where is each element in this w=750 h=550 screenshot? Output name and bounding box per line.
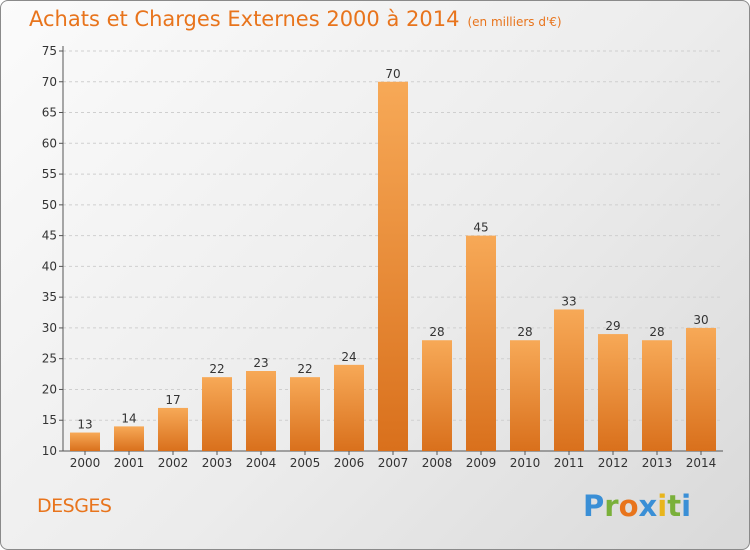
bar — [554, 309, 584, 451]
y-tick-label: 65 — [42, 106, 57, 120]
data-label: 70 — [385, 67, 400, 81]
bar — [70, 432, 100, 451]
bar — [510, 340, 540, 451]
x-tick-label: 2013 — [642, 456, 673, 470]
y-tick-label: 25 — [42, 352, 57, 366]
data-label: 13 — [77, 418, 92, 432]
x-tick-label: 2004 — [246, 456, 277, 470]
chart-title: Achats et Charges Externes 2000 à 2014 (e… — [29, 7, 562, 31]
y-tick-label: 30 — [42, 321, 57, 335]
y-tick-label: 35 — [42, 290, 57, 304]
bar — [598, 334, 628, 451]
data-label: 14 — [121, 411, 136, 425]
bar — [114, 426, 144, 451]
data-label: 28 — [649, 325, 664, 339]
data-label: 33 — [561, 294, 576, 308]
bar — [422, 340, 452, 451]
y-tick-label: 75 — [42, 44, 57, 58]
data-label: 22 — [297, 362, 312, 376]
bar — [202, 377, 232, 451]
bar — [334, 364, 364, 451]
y-tick-label: 15 — [42, 413, 57, 427]
x-tick-label: 2006 — [334, 456, 365, 470]
y-tick-label: 50 — [42, 198, 57, 212]
logo-letter: P — [583, 489, 605, 523]
data-label: 45 — [473, 221, 488, 235]
data-label: 22 — [209, 362, 224, 376]
data-label: 28 — [517, 325, 532, 339]
y-tick-label: 10 — [42, 444, 57, 458]
logo-letter: t — [667, 489, 682, 523]
data-label: 24 — [341, 350, 356, 364]
y-tick-label: 45 — [42, 229, 57, 243]
chart-title-text: Achats et Charges Externes 2000 à 2014 — [29, 7, 460, 31]
data-label: 23 — [253, 356, 268, 370]
bar — [290, 377, 320, 451]
x-tick-label: 2000 — [70, 456, 101, 470]
x-tick-label: 2002 — [158, 456, 189, 470]
x-tick-label: 2014 — [686, 456, 717, 470]
logo-letter: i — [681, 489, 692, 523]
data-label: 17 — [165, 393, 180, 407]
logo-letter: x — [638, 489, 658, 523]
place-name: DESGES — [37, 495, 112, 517]
y-tick-label: 55 — [42, 167, 57, 181]
bar — [246, 371, 276, 451]
bar — [642, 340, 672, 451]
logo-letter: o — [618, 489, 639, 523]
y-tick-label: 40 — [42, 259, 57, 273]
y-tick-label: 20 — [42, 382, 57, 396]
logo-letter: r — [604, 489, 619, 523]
proxiti-logo: Proxiti — [583, 489, 691, 523]
data-label: 29 — [605, 319, 620, 333]
logo-letter: i — [657, 489, 668, 523]
data-label: 30 — [693, 313, 708, 327]
bar — [158, 407, 188, 451]
y-tick-label: 60 — [42, 136, 57, 150]
y-tick-label: 70 — [42, 75, 57, 89]
x-tick-label: 2012 — [598, 456, 629, 470]
x-tick-label: 2011 — [554, 456, 585, 470]
x-tick-label: 2010 — [510, 456, 541, 470]
bar — [378, 81, 408, 452]
x-tick-label: 2007 — [378, 456, 409, 470]
x-tick-label: 2001 — [114, 456, 145, 470]
x-tick-label: 2009 — [466, 456, 497, 470]
data-label: 28 — [429, 325, 444, 339]
x-tick-label: 2005 — [290, 456, 321, 470]
chart-subtitle: (en milliers d'€) — [467, 15, 562, 29]
bar — [686, 327, 716, 451]
x-tick-label: 2008 — [422, 456, 453, 470]
x-tick-label: 2003 — [202, 456, 233, 470]
bar — [466, 235, 496, 451]
